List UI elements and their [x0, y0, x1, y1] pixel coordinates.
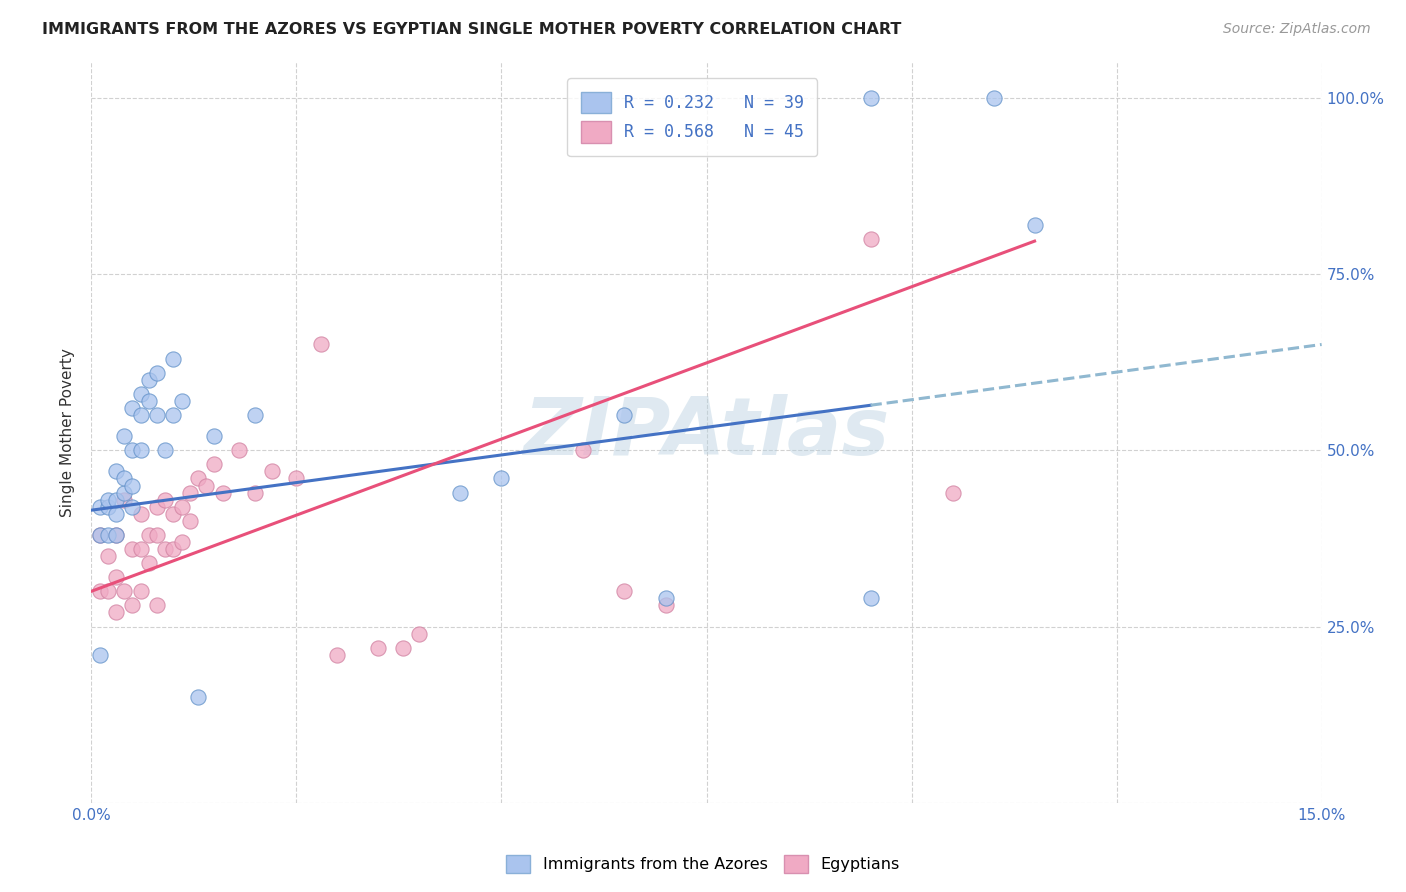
Point — [146, 599, 169, 613]
Point — [129, 387, 152, 401]
Point — [112, 485, 135, 500]
Y-axis label: Single Mother Poverty: Single Mother Poverty — [60, 348, 76, 517]
Legend: R = 0.232   N = 39, R = 0.568   N = 45: R = 0.232 N = 39, R = 0.568 N = 45 — [567, 78, 817, 156]
Point — [89, 528, 111, 542]
Point — [105, 570, 127, 584]
Point — [89, 648, 111, 662]
Point — [97, 492, 120, 507]
Point — [367, 640, 389, 655]
Point — [97, 549, 120, 563]
Point — [105, 606, 127, 620]
Point — [112, 492, 135, 507]
Point — [309, 337, 332, 351]
Point — [170, 393, 193, 408]
Point — [408, 626, 430, 640]
Point — [121, 599, 143, 613]
Point — [153, 492, 177, 507]
Point — [654, 599, 676, 613]
Point — [942, 485, 965, 500]
Point — [146, 528, 169, 542]
Point — [105, 464, 127, 478]
Point — [202, 458, 225, 472]
Point — [162, 507, 184, 521]
Point — [129, 507, 152, 521]
Point — [859, 591, 882, 606]
Point — [1024, 218, 1046, 232]
Point — [121, 401, 143, 415]
Text: ZIPAtlas: ZIPAtlas — [523, 393, 890, 472]
Point — [187, 471, 209, 485]
Point — [153, 443, 177, 458]
Point — [112, 584, 135, 599]
Point — [138, 393, 160, 408]
Point — [129, 408, 152, 422]
Point — [129, 584, 152, 599]
Point — [129, 541, 152, 556]
Point — [138, 556, 160, 570]
Point — [859, 91, 882, 105]
Point — [228, 443, 250, 458]
Point — [613, 408, 636, 422]
Point — [326, 648, 349, 662]
Point — [97, 500, 120, 514]
Point — [572, 443, 595, 458]
Point — [260, 464, 283, 478]
Point — [162, 541, 184, 556]
Point — [162, 351, 184, 366]
Point — [105, 528, 127, 542]
Point — [983, 91, 1005, 105]
Point — [613, 584, 636, 599]
Text: Source: ZipAtlas.com: Source: ZipAtlas.com — [1223, 22, 1371, 37]
Point — [449, 485, 471, 500]
Point — [97, 528, 120, 542]
Point — [179, 514, 201, 528]
Text: IMMIGRANTS FROM THE AZORES VS EGYPTIAN SINGLE MOTHER POVERTY CORRELATION CHART: IMMIGRANTS FROM THE AZORES VS EGYPTIAN S… — [42, 22, 901, 37]
Legend: Immigrants from the Azores, Egyptians: Immigrants from the Azores, Egyptians — [499, 848, 907, 880]
Point — [162, 408, 184, 422]
Point — [97, 584, 120, 599]
Point — [285, 471, 308, 485]
Point — [491, 471, 513, 485]
Point — [129, 443, 152, 458]
Point — [211, 485, 233, 500]
Point — [187, 690, 209, 704]
Point — [138, 373, 160, 387]
Point — [105, 528, 127, 542]
Point — [89, 500, 111, 514]
Point — [179, 485, 201, 500]
Point — [105, 492, 127, 507]
Point — [654, 591, 676, 606]
Point — [138, 528, 160, 542]
Point — [121, 500, 143, 514]
Point — [146, 366, 169, 380]
Point — [170, 535, 193, 549]
Point — [153, 541, 177, 556]
Point — [245, 485, 267, 500]
Point — [859, 232, 882, 246]
Point — [105, 507, 127, 521]
Point — [121, 478, 143, 492]
Point — [121, 541, 143, 556]
Point — [202, 429, 225, 443]
Point — [170, 500, 193, 514]
Point — [121, 443, 143, 458]
Point — [392, 640, 415, 655]
Point — [89, 584, 111, 599]
Point — [195, 478, 218, 492]
Point — [146, 408, 169, 422]
Point — [146, 500, 169, 514]
Point — [112, 471, 135, 485]
Point — [245, 408, 267, 422]
Point — [112, 429, 135, 443]
Point — [89, 528, 111, 542]
